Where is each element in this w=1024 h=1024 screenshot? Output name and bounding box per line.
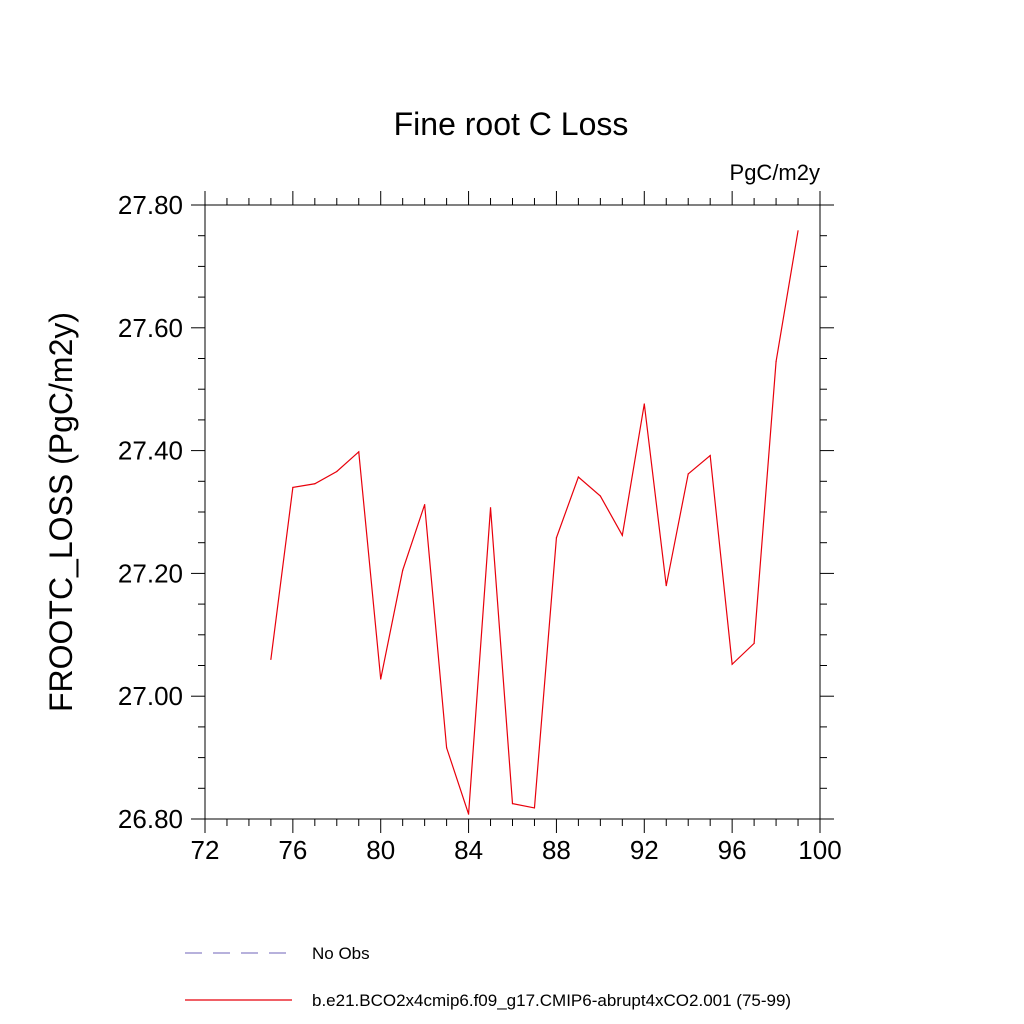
series-layer <box>270 230 799 815</box>
data-point <box>270 658 272 660</box>
data-point <box>446 747 448 749</box>
x-tick-label: 80 <box>366 835 395 865</box>
x-tick-label: 84 <box>454 835 483 865</box>
data-point <box>797 230 799 232</box>
legend-label: No Obs <box>312 944 370 963</box>
legend-label: b.e21.BCO2x4cmip6.f09_g17.CMIP6-abrupt4x… <box>312 991 791 1010</box>
data-point <box>753 642 755 644</box>
plot-frame <box>204 204 821 820</box>
data-point <box>402 569 404 571</box>
x-tick-label: 92 <box>630 835 659 865</box>
data-point <box>731 663 733 665</box>
x-tick-label: 88 <box>542 835 571 865</box>
data-point <box>358 451 360 453</box>
data-point <box>687 473 689 475</box>
data-point <box>665 585 667 587</box>
series-line <box>270 230 799 815</box>
x-tick-label: 76 <box>278 835 307 865</box>
data-point <box>424 504 426 506</box>
x-tick-label: 100 <box>798 835 841 865</box>
data-point <box>533 807 536 809</box>
y-tick-label: 26.80 <box>118 804 183 834</box>
y-tick-label: 27.00 <box>118 681 183 711</box>
units-label: PgC/m2y <box>730 160 820 185</box>
data-point <box>775 360 777 363</box>
axes: 72 76 80 84 88 92 96 100 26.80 27.00 27.20 27.40 27.… <box>118 190 842 865</box>
data-point <box>643 403 645 405</box>
data-point <box>380 678 382 680</box>
data-point <box>577 476 579 478</box>
data-point <box>709 454 711 457</box>
data-point <box>489 507 492 509</box>
y-tick-label: 27.60 <box>118 313 183 343</box>
legend: No Obs b.e21.BCO2x4cmip6.f09_g17.CMIP6-ab… <box>185 944 791 1010</box>
data-point <box>336 470 338 473</box>
data-point <box>314 483 316 485</box>
data-point <box>511 803 514 805</box>
x-tick-label: 96 <box>718 835 747 865</box>
x-tick-label: 72 <box>191 835 220 865</box>
data-point <box>467 813 470 815</box>
y-axis-label: FROOTC_LOSS (PgC/m2y) <box>43 312 79 712</box>
data-point <box>555 537 558 539</box>
y-tick-label: 27.40 <box>118 436 183 466</box>
data-point <box>292 486 294 489</box>
data-point <box>599 495 601 497</box>
chart-title: Fine root C Loss <box>394 106 629 142</box>
data-point <box>621 534 623 536</box>
y-tick-label: 27.20 <box>118 558 183 588</box>
y-tick-label: 27.80 <box>118 190 183 220</box>
